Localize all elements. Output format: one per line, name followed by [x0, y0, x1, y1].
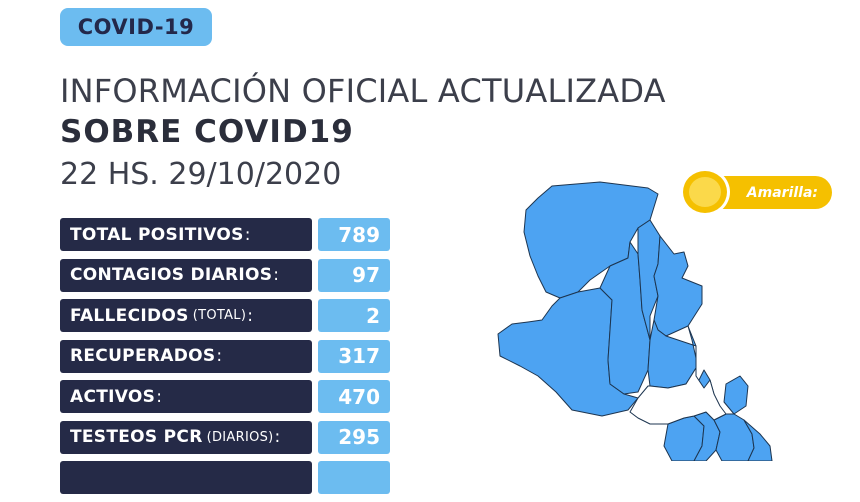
stat-label-sub: (DIARIOS) [206, 429, 274, 445]
stat-colon: : [244, 224, 251, 245]
stat-label [60, 461, 312, 494]
map-department-center-north [637, 219, 661, 341]
stats-table: TOTAL POSITIVOS: 789 CONTAGIOS DIARIOS: … [60, 218, 390, 502]
stat-label-text: TOTAL POSITIVOS [70, 224, 244, 245]
stat-value: 470 [318, 380, 390, 413]
heading-line-2: SOBRE COVID19 [60, 114, 354, 150]
stat-label-text: CONTAGIOS DIARIOS [70, 265, 273, 285]
map-department-south-2 [723, 375, 749, 415]
map-department-north [523, 181, 659, 299]
covid-badge: COVID-19 [60, 8, 212, 46]
stat-colon: : [216, 346, 223, 366]
stat-value [318, 461, 390, 494]
stat-row-recuperados: RECUPERADOS: 317 [60, 339, 390, 373]
map-department-northeast [653, 235, 703, 337]
stat-colon: : [274, 427, 281, 447]
stat-label-sub: (TOTAL) [192, 308, 247, 323]
stat-value: 789 [318, 218, 390, 251]
stat-label: ACTIVOS: [60, 380, 312, 413]
stat-colon: : [273, 265, 280, 285]
badge-label: COVID-19 [77, 15, 195, 39]
legend-yellow-circle-icon [683, 171, 727, 213]
stat-label: TOTAL POSITIVOS: [60, 218, 312, 251]
stat-value: 97 [318, 258, 390, 292]
stat-colon: : [156, 386, 162, 407]
stat-label: CONTAGIOS DIARIOS: [60, 258, 312, 292]
stat-label-text: TESTEOS PCR [70, 427, 203, 447]
stat-label-text: ACTIVOS [70, 386, 156, 407]
stat-value: 295 [318, 420, 390, 454]
stat-colon: : [247, 305, 253, 326]
map-department-south-6 [743, 419, 773, 461]
stat-label-text: FALLECIDOS [70, 305, 189, 326]
stat-label: TESTEOS PCR (DIARIOS): [60, 420, 312, 454]
map-department-white [629, 325, 727, 425]
legend-label: Amarilla: [746, 184, 818, 201]
stat-row-total-positivos: TOTAL POSITIVOS: 789 [60, 218, 390, 251]
heading-line-1: INFORMACIÓN OFICIAL ACTUALIZADA [60, 72, 666, 110]
map-department-south-5 [713, 413, 755, 461]
province-map [497, 181, 773, 461]
stat-row-fallecidos: FALLECIDOS (TOTAL): 2 [60, 299, 390, 332]
stat-row-activos: ACTIVOS: 470 [60, 380, 390, 413]
stat-label-text: RECUPERADOS [70, 346, 216, 366]
stat-value: 317 [318, 339, 390, 373]
stat-label: FALLECIDOS (TOTAL): [60, 299, 312, 332]
stat-value: 2 [318, 299, 390, 332]
stat-row-contagios-diarios: CONTAGIOS DIARIOS: 97 [60, 258, 390, 292]
report-date: 22 HS. 29/10/2020 [60, 157, 342, 192]
stat-label: RECUPERADOS: [60, 339, 312, 373]
stat-row-partial [60, 461, 390, 494]
stat-row-testeos-pcr: TESTEOS PCR (DIARIOS): 295 [60, 420, 390, 454]
